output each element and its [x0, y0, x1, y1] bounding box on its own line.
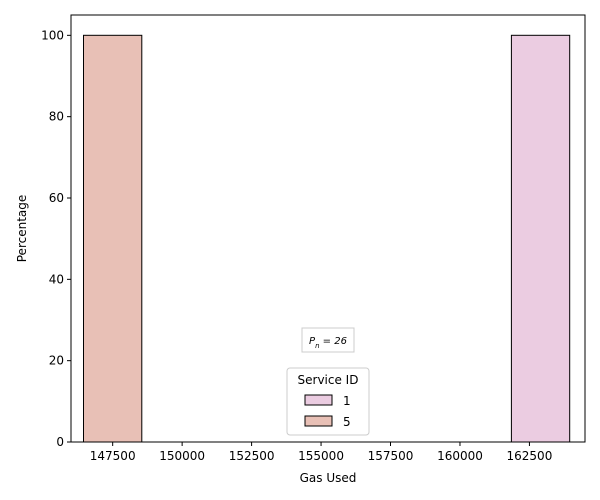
x-tick-label: 150000 [159, 449, 205, 463]
bar-service-1 [510, 34, 571, 443]
legend-items: 15 [304, 394, 351, 429]
y-tick-label: 20 [49, 354, 64, 368]
legend-title: Service ID [298, 373, 359, 387]
y-tick-label: 0 [56, 435, 64, 449]
bars-layer [83, 34, 571, 443]
y-tick-label: 80 [49, 110, 64, 124]
plot-frame [70, 14, 586, 443]
x-tick-label: 160000 [437, 449, 483, 463]
x-tick-label: 157500 [368, 449, 414, 463]
y-axis-label: Percentage [15, 195, 29, 263]
legend-label-1: 1 [343, 394, 351, 408]
annotation-box: Pn = 26 [301, 327, 355, 353]
x-tick-label: 155000 [298, 449, 344, 463]
legend-swatch-1 [304, 394, 333, 406]
x-tick-label: 162500 [507, 449, 553, 463]
y-tick-label: 100 [41, 28, 64, 42]
annotation-text: Pn = 26 [309, 336, 347, 350]
x-tick-label: 152500 [229, 449, 275, 463]
x-axis-ticks: 147500 150000 152500 155000 157500 160000 1625… [90, 442, 553, 463]
bar-service-5 [83, 34, 143, 443]
legend: Service ID 15 [286, 367, 370, 436]
y-axis-ticks: 0 20 40 60 80 100 [41, 28, 71, 449]
y-tick-label: 40 [49, 272, 64, 286]
x-tick-label: 147500 [90, 449, 136, 463]
y-tick-label: 60 [49, 191, 64, 205]
legend-label-5: 5 [343, 415, 351, 429]
legend-swatch-5 [304, 415, 333, 427]
x-axis-label: Gas Used [300, 471, 357, 485]
